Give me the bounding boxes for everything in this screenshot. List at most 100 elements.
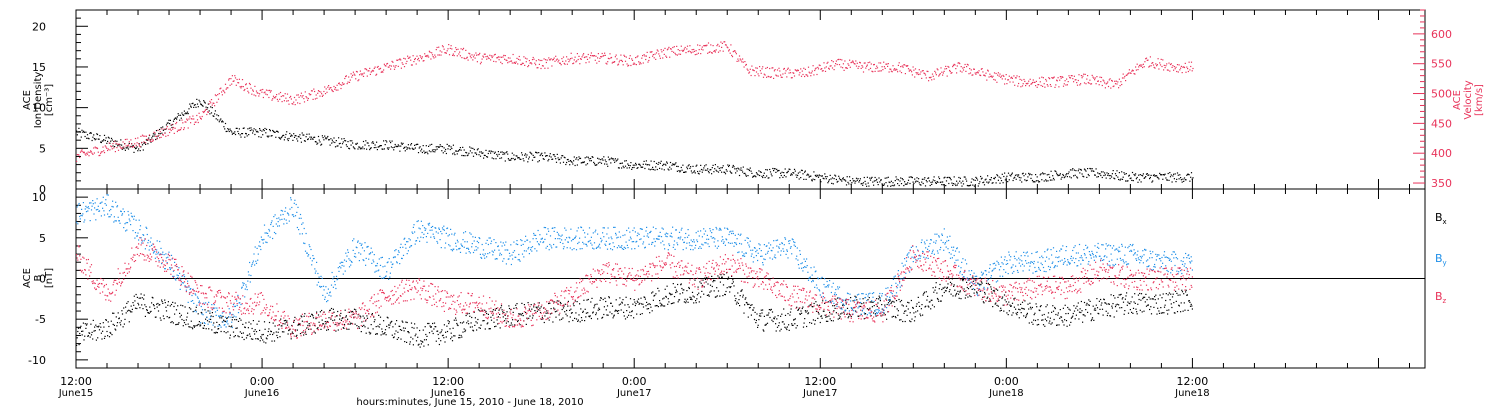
- bx-point: [113, 324, 115, 326]
- velocity-point: [1063, 83, 1065, 85]
- bx-point: [408, 332, 410, 334]
- bx-point: [951, 283, 953, 285]
- bx-point: [593, 307, 595, 309]
- density-point: [634, 164, 636, 166]
- bx-point: [242, 323, 244, 325]
- velocity-point: [1088, 82, 1090, 84]
- velocity-point: [117, 149, 120, 151]
- density-point: [874, 176, 876, 179]
- bx-point: [621, 301, 623, 303]
- by-point: [90, 209, 93, 211]
- bx-point: [471, 326, 473, 328]
- density-point: [596, 164, 598, 166]
- velocity-point: [483, 53, 485, 55]
- bx-point: [964, 297, 966, 299]
- density-point: [97, 138, 99, 140]
- density-point: [479, 155, 482, 157]
- bx-point: [915, 305, 917, 307]
- density-point: [353, 147, 355, 149]
- by-point: [159, 240, 161, 243]
- bx-point: [125, 312, 127, 314]
- bx-point: [595, 314, 597, 316]
- bx-point: [134, 300, 136, 302]
- bx-point: [644, 298, 646, 300]
- bx-point: [768, 309, 770, 311]
- density-point: [1168, 179, 1170, 181]
- velocity-point: [198, 112, 200, 114]
- density-point: [934, 180, 936, 182]
- bx-point: [1106, 314, 1108, 317]
- bx-point: [538, 309, 540, 311]
- velocity-point: [1161, 65, 1163, 68]
- velocity-point: [713, 50, 715, 52]
- bx-point: [740, 290, 743, 292]
- velocity-point: [672, 46, 674, 49]
- bx-point: [567, 300, 569, 302]
- bx-point: [1101, 308, 1104, 310]
- velocity-point: [673, 46, 675, 48]
- density-point: [1187, 173, 1189, 175]
- bx-point: [1158, 310, 1160, 312]
- bx-point: [994, 303, 996, 305]
- bx-point: [314, 332, 316, 334]
- velocity-point: [559, 62, 561, 64]
- velocity-point: [458, 53, 460, 55]
- by-point: [116, 206, 118, 208]
- bx-point: [842, 304, 844, 306]
- bx-point: [404, 341, 406, 343]
- bx-point: [950, 293, 952, 295]
- velocity-point: [321, 95, 323, 97]
- velocity-point: [319, 95, 321, 97]
- bx-point: [460, 334, 462, 337]
- by-point: [188, 286, 190, 288]
- bx-point: [548, 319, 550, 321]
- bx-point: [474, 324, 476, 326]
- by-point: [78, 202, 80, 205]
- bx-point: [1033, 314, 1035, 316]
- density-point: [968, 185, 970, 187]
- bx-point: [1161, 297, 1163, 299]
- density-point: [962, 183, 965, 185]
- velocity-point: [861, 65, 863, 67]
- density-point: [555, 158, 557, 160]
- velocity-point: [356, 71, 358, 73]
- bx-point: [201, 322, 204, 324]
- velocity-point: [950, 72, 952, 74]
- velocity-point: [195, 121, 197, 123]
- density-point: [476, 153, 478, 156]
- bx-point: [960, 298, 962, 300]
- density-point: [1131, 179, 1133, 181]
- density-point: [217, 119, 219, 121]
- bx-point: [350, 322, 352, 324]
- bx-point: [830, 300, 832, 302]
- density-point: [113, 140, 115, 143]
- density-point: [823, 178, 825, 180]
- bx-point: [779, 330, 781, 332]
- density-point: [1090, 170, 1093, 172]
- bx-point: [868, 297, 870, 299]
- bx-point: [773, 318, 775, 320]
- bx-point: [937, 298, 939, 301]
- density-point: [1005, 177, 1007, 179]
- density-point: [146, 139, 148, 141]
- bx-point: [1124, 298, 1126, 300]
- density-point: [1084, 169, 1086, 171]
- velocity-point: [926, 70, 928, 72]
- density-point: [790, 174, 792, 176]
- density-point: [973, 179, 975, 181]
- velocity-point: [563, 62, 565, 64]
- bx-point: [891, 301, 893, 303]
- bx-point: [387, 317, 389, 319]
- bx-point: [730, 286, 732, 288]
- velocity-point: [507, 62, 509, 64]
- density-point: [595, 164, 597, 166]
- by-point: [94, 207, 96, 209]
- density-point: [316, 143, 318, 145]
- velocity-point: [931, 79, 933, 81]
- velocity-point: [451, 48, 453, 50]
- density-point: [632, 164, 634, 166]
- bx-point: [738, 299, 740, 301]
- bx-point: [863, 302, 865, 304]
- bx-point: [153, 305, 155, 307]
- velocity-point: [342, 83, 344, 85]
